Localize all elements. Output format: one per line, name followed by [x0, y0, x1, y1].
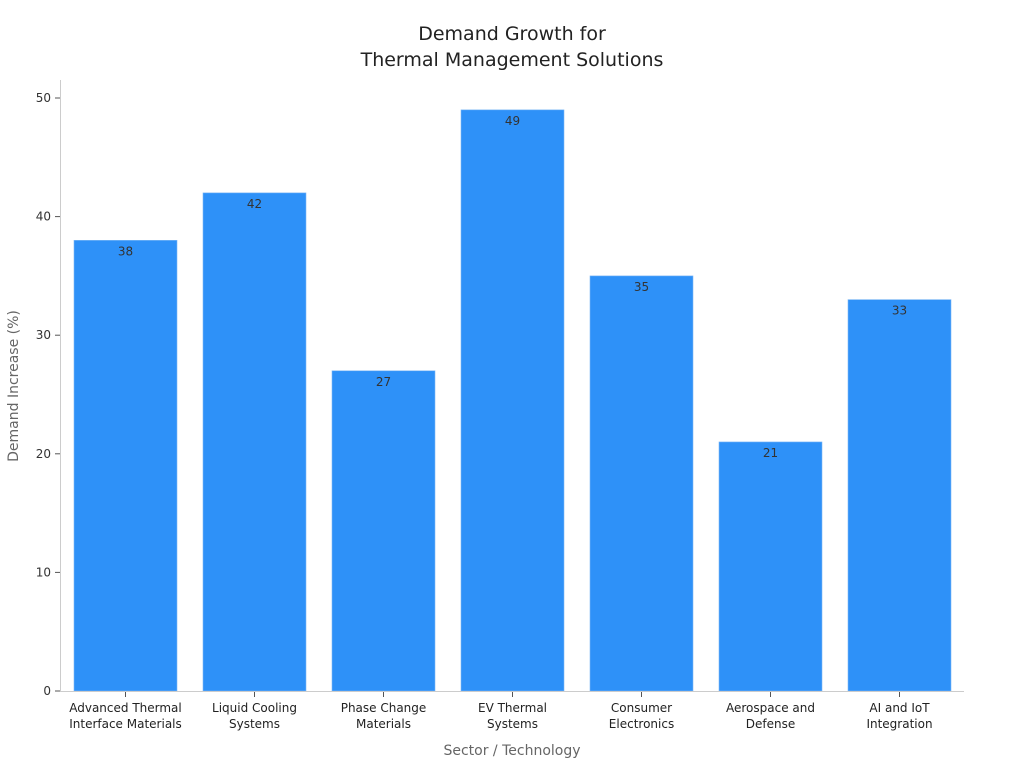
- x-tick-label: Systems: [229, 717, 280, 731]
- x-tick-label: AI and IoT: [869, 701, 930, 715]
- x-tick-label: Liquid Cooling: [212, 701, 297, 715]
- x-tick-label: Defense: [746, 717, 795, 731]
- bar: [718, 441, 823, 692]
- bar: [460, 109, 565, 692]
- bar: [331, 370, 436, 692]
- bar-value-label: 27: [376, 375, 391, 389]
- x-tick-label: Materials: [356, 717, 411, 731]
- chart-title-line-2: Thermal Management Solutions: [360, 49, 664, 71]
- x-tick-label: Advanced Thermal: [69, 701, 182, 715]
- y-tick-label: 10: [36, 565, 51, 579]
- y-tick-label: 30: [36, 328, 51, 342]
- bar: [589, 275, 694, 692]
- bar: [73, 240, 178, 692]
- bar-value-label: 38: [118, 244, 133, 258]
- x-tick-label: Systems: [487, 717, 538, 731]
- chart-title-line-1: Demand Growth for: [418, 23, 606, 45]
- bar: [202, 192, 307, 692]
- y-axis-label: Demand Increase (%): [6, 310, 22, 462]
- bar-value-label: 33: [892, 304, 907, 318]
- bar-value-label: 49: [505, 114, 520, 128]
- x-tick-label: Integration: [866, 717, 932, 731]
- y-tick-label: 0: [43, 684, 51, 698]
- bar-value-label: 21: [763, 446, 778, 460]
- y-tick-label: 40: [36, 210, 51, 224]
- x-tick-label: Electronics: [609, 717, 674, 731]
- bar-value-label: 35: [634, 280, 649, 294]
- x-axis-label: Sector / Technology: [443, 743, 580, 759]
- x-tick-label: Interface Materials: [69, 717, 182, 731]
- x-tick-label: EV Thermal: [478, 701, 547, 715]
- bar-value-label: 42: [247, 197, 262, 211]
- y-tick-label: 50: [36, 91, 51, 105]
- x-tick-label: Consumer: [611, 701, 672, 715]
- x-tick-label: Phase Change: [341, 701, 427, 715]
- y-tick-label: 20: [36, 447, 51, 461]
- x-tick-label: Aerospace and: [726, 701, 815, 715]
- bar: [847, 299, 952, 692]
